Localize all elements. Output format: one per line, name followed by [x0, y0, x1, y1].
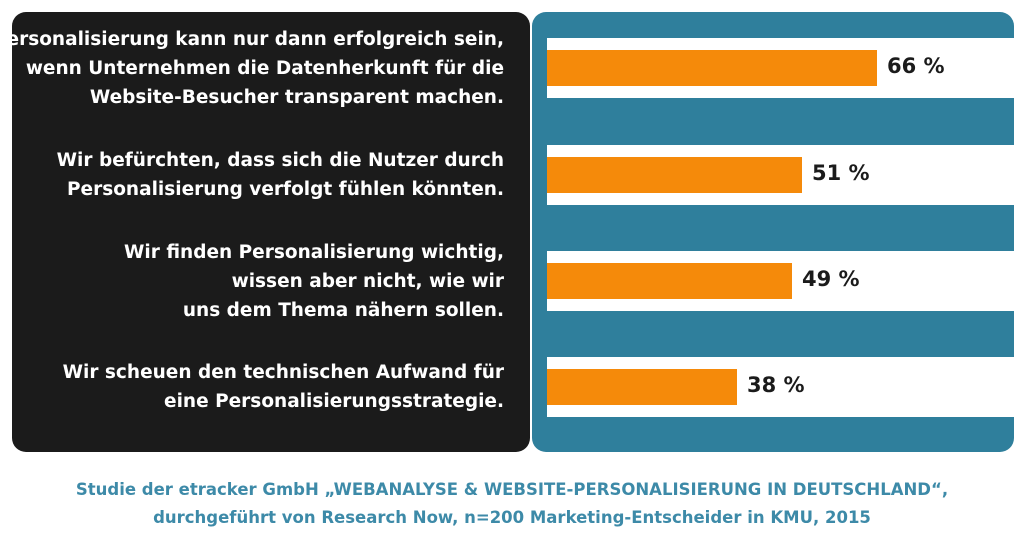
footer-line-2: durchgeführt von Research Now, n=200 Mar…: [153, 508, 871, 527]
category-label-1: Personalisierung kann nur dann erfolgrei…: [0, 25, 504, 112]
category-label-2: Wir befürchten, dass sich die Nutzer dur…: [57, 146, 504, 204]
category-label-3: Wir finden Personalisierung wichtig, wiss…: [124, 238, 504, 325]
footer-line-1: Studie der etracker GmbH „WEBANALYSE & W…: [75, 480, 949, 499]
category-label-3-line-3: uns dem Thema nähern sollen.: [182, 299, 504, 321]
category-label-1-line-2: wenn Unternehmen die Datenherkunft für d…: [25, 57, 504, 79]
category-label-2-line-1: Wir befürchten, dass sich die Nutzer dur…: [56, 150, 504, 171]
value-label-3: 49 %: [802, 267, 860, 291]
value-label-1: 66 %: [887, 54, 945, 78]
category-label-1-line-1: Personalisierung kann nur dann erfolgrei…: [0, 28, 504, 50]
value-label-4: 38 %: [747, 373, 805, 397]
bar-1: [547, 50, 877, 86]
category-label-2-line-2: Personalisierung verfolgt fühlen könnten…: [66, 179, 504, 200]
bar-3: [547, 263, 792, 299]
bar-4: [547, 369, 737, 405]
category-label-4-line-2: eine Personalisierungsstrategie.: [164, 391, 504, 412]
category-label-3-line-2: wissen aber nicht, wie wir: [231, 270, 504, 292]
category-label-1-line-3: Website-Besucher transparent machen.: [89, 86, 504, 108]
category-label-3-line-1: Wir finden Personalisierung wichtig,: [124, 241, 504, 263]
bar-2: [547, 157, 802, 193]
source-footer: Studie der etracker GmbH „WEBANALYSE & W…: [0, 476, 1024, 532]
category-label-4-line-1: Wir scheuen den technischen Aufwand für: [62, 362, 504, 383]
label-panel: [12, 12, 530, 452]
value-label-2: 51 %: [812, 161, 870, 185]
category-label-4: Wir scheuen den technischen Aufwand für e…: [63, 358, 504, 416]
